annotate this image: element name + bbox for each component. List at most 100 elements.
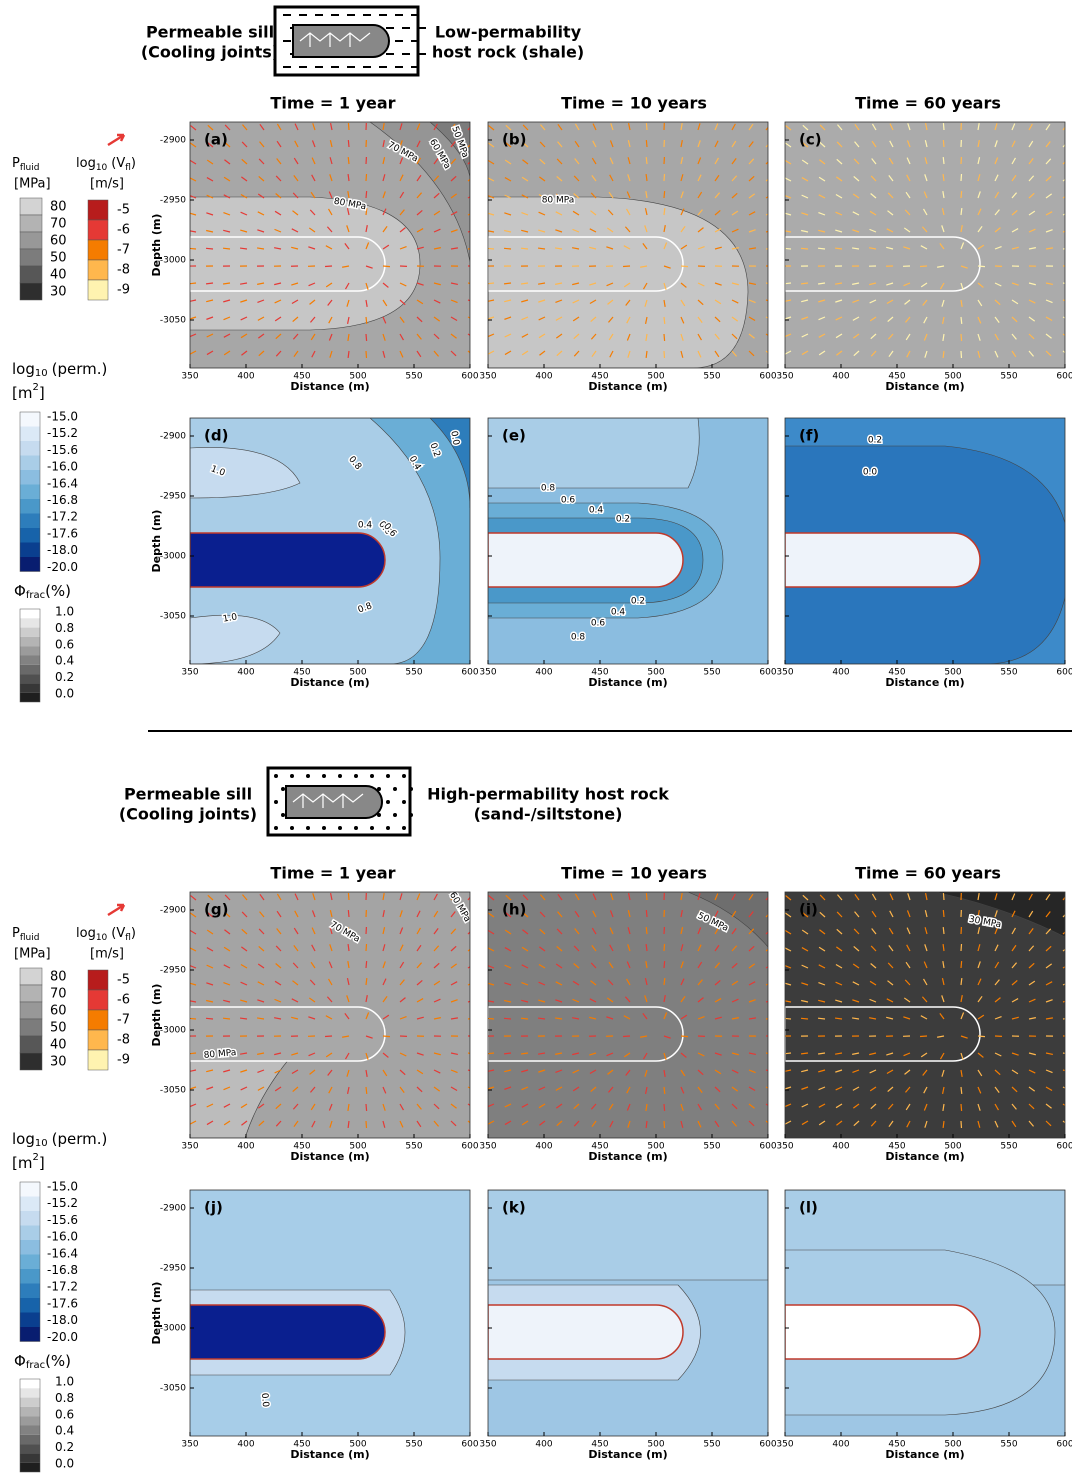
x-axis-label: Distance (m) [290, 1448, 369, 1461]
permeability-tick: -16.4 [47, 1246, 78, 1260]
panel-label: (d) [204, 427, 228, 445]
y-tick-label: -3050 [160, 612, 186, 622]
pressure-swatch [20, 249, 42, 266]
panel-label: (k) [502, 1199, 526, 1217]
flow-arrow [366, 317, 367, 324]
porosity-tick: 0.4 [55, 1424, 74, 1438]
host-title: Low-permability [435, 23, 582, 42]
flow-arrow [206, 248, 213, 249]
host-dot [370, 774, 374, 778]
velocity-tick: -8 [117, 263, 130, 278]
host-dot [393, 813, 397, 817]
velocity-arrow [108, 135, 124, 145]
permeability-tick: -16.0 [47, 460, 78, 474]
host-dot [306, 774, 310, 778]
permeability-swatch [20, 499, 40, 514]
permeability-tick: -17.6 [47, 526, 78, 540]
flow-arrow [646, 123, 647, 130]
host-dot [322, 826, 326, 830]
text-part: fluid [20, 933, 40, 943]
y-tick-label: -3050 [160, 1384, 186, 1394]
text-part: 10 [96, 933, 108, 943]
contour-label: 0.2 [616, 515, 630, 525]
x-tick-label: 350 [776, 1440, 793, 1450]
flow-arrow [818, 1018, 825, 1019]
flow-arrow [961, 1104, 962, 1111]
permeability-legend-unit: [m2] [12, 1152, 45, 1172]
x-tick-label: 600 [759, 1440, 776, 1450]
permeability-swatch [20, 1327, 40, 1342]
flow-arrow [348, 157, 349, 164]
pressure-tick: 40 [50, 1038, 67, 1053]
flow-arrow [366, 978, 367, 985]
pressure-swatch [20, 266, 42, 283]
x-axis-label: Distance (m) [588, 676, 667, 689]
host-dot [290, 826, 294, 830]
velocity-swatch [88, 220, 108, 240]
x-tick-label: 600 [461, 1142, 478, 1152]
permeability-swatch [20, 1211, 40, 1226]
permeability-tick: -15.2 [47, 1196, 78, 1210]
permeability-swatch [20, 557, 40, 572]
porosity-tick: 0.8 [55, 1391, 74, 1405]
panel-label: (j) [204, 1199, 223, 1217]
page: Permeable sill(Cooling joints)Low-permab… [0, 0, 1072, 1478]
x-tick-label: 550 [703, 1142, 720, 1152]
velocity-swatch [88, 970, 108, 990]
y-tick-label: -2900 [160, 1204, 186, 1214]
panel-plot: 0.80.60.40.20.20.40.60.8 [488, 418, 768, 664]
flow-arrow [366, 334, 367, 341]
contour-region [488, 1190, 768, 1280]
host-title: High-permability host rock [427, 785, 669, 804]
velocity-tick: -6 [117, 223, 130, 238]
x-tick-label: 400 [832, 1142, 849, 1152]
porosity-tick: 1.0 [55, 1375, 74, 1389]
host-dot [274, 800, 278, 804]
porosity-legend-title: Φfrac(%) [14, 1352, 71, 1372]
flow-arrow [943, 927, 944, 934]
velocity-swatch [88, 990, 108, 1010]
flow-arrow [961, 317, 962, 324]
host-title: (sand-/siltstone) [474, 805, 623, 824]
pressure-tick: 60 [50, 1004, 67, 1019]
permeability-swatch [20, 528, 40, 543]
porosity-swatch [20, 1444, 40, 1453]
text-part: fluid [20, 163, 40, 173]
y-tick-label: -3000 [160, 552, 186, 562]
flow-arrow [521, 248, 528, 249]
host-dot [338, 774, 342, 778]
sill-title: Permeable sill [124, 785, 252, 804]
panel-plot: 0.0 [190, 1190, 470, 1436]
sill-outline [190, 237, 385, 291]
text-part: (V [111, 156, 125, 171]
x-tick-label: 600 [1056, 1440, 1072, 1450]
permeability-tick: -16.0 [47, 1230, 78, 1244]
x-axis-label: Distance (m) [290, 380, 369, 393]
porosity-swatch [20, 683, 40, 692]
text-part: [m [12, 1154, 32, 1172]
y-tick-label: -3000 [160, 1324, 186, 1334]
x-tick-label: 400 [237, 1440, 254, 1450]
porosity-swatch [20, 609, 40, 618]
flow-arrow [348, 910, 349, 917]
permeability-swatch [20, 1313, 40, 1328]
permeability-swatch [20, 470, 40, 485]
x-tick-label: 550 [1000, 1142, 1017, 1152]
flow-arrow [664, 191, 665, 198]
porosity-swatch [20, 1379, 40, 1388]
pressure-legend-title: Pfluid [12, 926, 39, 943]
x-tick-label: 550 [405, 1440, 422, 1450]
permeability-swatch [20, 485, 40, 500]
host-title: host rock (shale) [432, 43, 584, 62]
x-tick-label: 600 [1056, 372, 1072, 382]
x-tick-label: 350 [479, 1142, 496, 1152]
contour-label: 0.8 [541, 484, 556, 494]
x-axis-label: Distance (m) [588, 1150, 667, 1163]
x-tick-label: 400 [832, 1440, 849, 1450]
host-dot [274, 774, 278, 778]
x-tick-label: 350 [181, 668, 198, 678]
